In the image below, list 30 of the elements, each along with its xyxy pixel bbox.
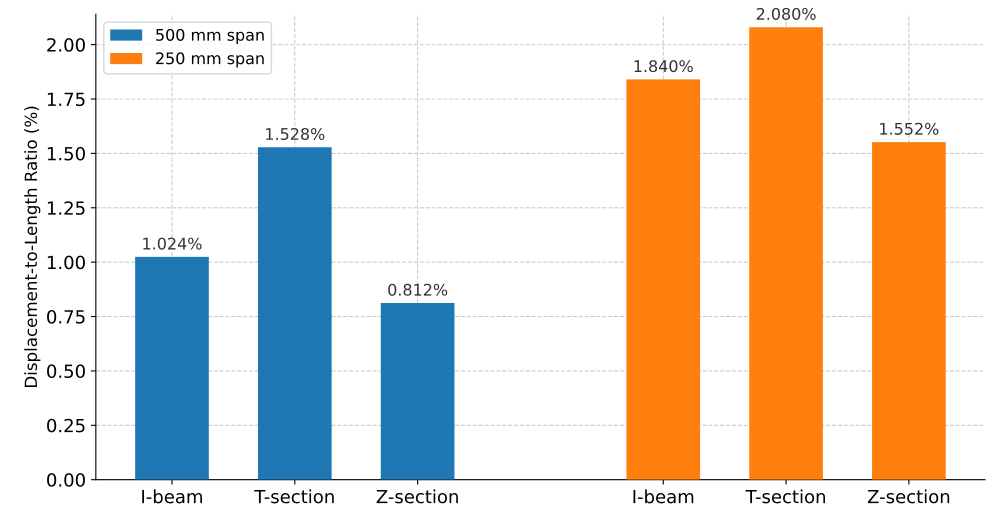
y-tick-label: 1.75 — [48, 92, 85, 106]
legend-label: 500 mm span — [156, 28, 264, 44]
y-tick-label: 1.25 — [48, 201, 85, 215]
data-label: 2.080% — [756, 8, 816, 20]
legend-label: 250 mm span — [156, 52, 264, 68]
bar — [135, 256, 209, 480]
bar — [749, 27, 823, 480]
y-tick-label: 2.00 — [47, 38, 85, 52]
x-tick-label: T-section — [254, 489, 334, 504]
bar — [380, 303, 454, 480]
x-tick-label: I-beam — [142, 489, 202, 504]
y-tick-label: 0.50 — [47, 364, 85, 378]
data-label: 1.840% — [634, 60, 693, 72]
data-label: 1.552% — [880, 122, 938, 135]
bar — [872, 142, 946, 480]
x-tick-label: Z-section — [376, 489, 458, 504]
x-tick-label: T-section — [746, 489, 825, 504]
bar — [626, 79, 700, 480]
x-tick-label: I-beam — [633, 489, 694, 504]
y-tick-label: 1.00 — [48, 256, 85, 270]
y-tick-label: 1.50 — [48, 146, 85, 161]
data-label: 1.528% — [266, 128, 324, 140]
x-tick-label: Z-section — [868, 489, 950, 504]
y-axis-title: Displacement-to-Length Ratio (%) — [24, 106, 40, 387]
y-tick-label: 0.25 — [47, 418, 85, 432]
y-tick-label: 0.75 — [47, 310, 85, 324]
data-label: 0.812% — [388, 284, 448, 296]
y-tick-label: 0.00 — [47, 473, 85, 487]
data-label: 1.024% — [143, 238, 202, 250]
bar — [258, 147, 332, 480]
